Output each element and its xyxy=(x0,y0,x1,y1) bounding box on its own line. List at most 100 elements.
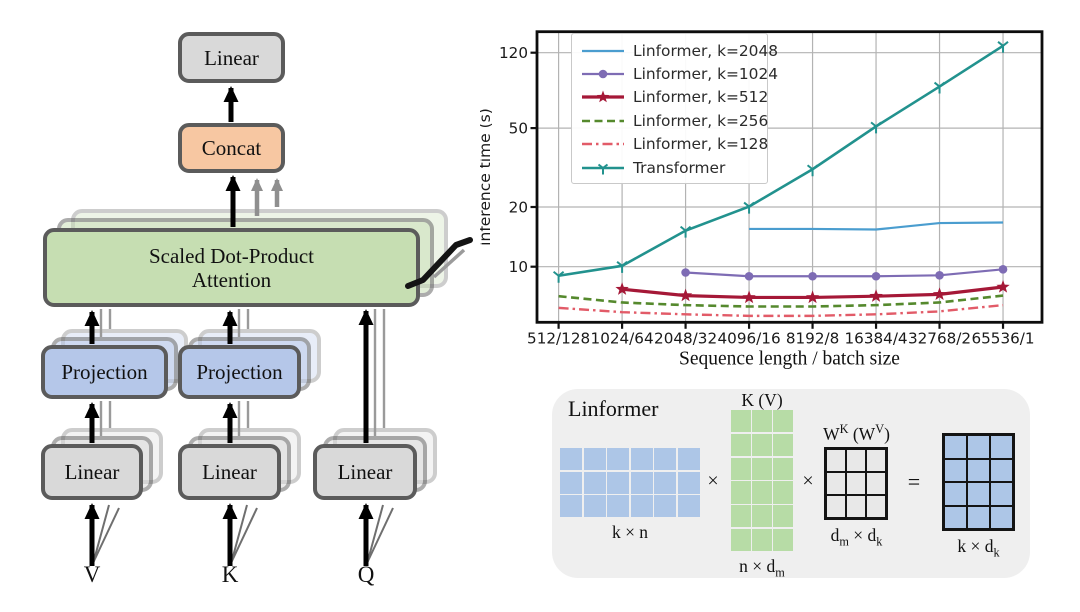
matrix-cell xyxy=(752,481,772,504)
matrix-cell xyxy=(654,471,677,494)
linear-q-box: Linear xyxy=(313,444,417,500)
concat-label: Concat xyxy=(201,136,262,160)
tri-down-marker xyxy=(679,225,692,238)
matrix-cell xyxy=(731,505,751,528)
star-marker xyxy=(805,290,820,304)
matrix-cell xyxy=(967,458,990,482)
matrix-cell xyxy=(846,495,866,518)
legend-tri-down-marker xyxy=(597,163,609,175)
multihead-attention-diagram: Linear Concat Scaled Dot-Product Attenti… xyxy=(41,32,473,587)
matrix-cell xyxy=(773,505,793,528)
linear-q-label: Linear xyxy=(337,460,393,484)
linformer-panel-title: Linformer xyxy=(568,396,659,421)
matrix-k-dk xyxy=(942,433,1015,531)
input-v-label: V xyxy=(83,562,101,587)
circle-marker xyxy=(681,268,690,277)
x-tick-label: 16384/4 xyxy=(845,329,908,347)
legend-swatch xyxy=(582,143,624,146)
series-line xyxy=(749,221,1004,231)
legend-label: Linformer, k=256 xyxy=(633,111,769,130)
attention-label-line2: Attention xyxy=(191,267,272,292)
matrix-cell xyxy=(944,482,967,506)
x-tick-label: 8192/8 xyxy=(786,329,839,347)
series-line xyxy=(558,303,1004,318)
linformer-matmul-panel: Linformer k × n K (V) n × dm WK (WV) dm … xyxy=(552,389,1030,580)
matrix-cell xyxy=(773,481,793,504)
matrix-cell xyxy=(731,457,751,480)
projection-k-label: Projection xyxy=(196,360,283,384)
matrix-cell xyxy=(607,448,630,470)
x-tick-label: 2048/32 xyxy=(654,329,717,347)
legend-swatch xyxy=(582,49,624,52)
matrix-cell xyxy=(967,482,990,506)
matrix-cell xyxy=(583,471,606,494)
star-marker xyxy=(932,287,947,301)
matrix-cell xyxy=(990,435,1013,459)
legend-swatch xyxy=(582,90,624,103)
matrix-cell xyxy=(731,481,751,504)
matrix-n-dm-dims: n × dm xyxy=(739,556,785,580)
matrix-cell xyxy=(990,458,1013,482)
matrix-cell xyxy=(654,448,677,470)
star-marker xyxy=(996,280,1010,293)
equals-operator: = xyxy=(907,469,921,494)
series-linformer-k-256 xyxy=(558,294,1004,308)
attention-box: Scaled Dot-Product Attention xyxy=(43,228,420,307)
matrix-cell xyxy=(752,410,772,433)
matrix-n-dm xyxy=(731,410,793,552)
series-linformer-k-1024 xyxy=(681,265,1008,281)
matrix-cell xyxy=(677,448,700,470)
multiply-operator-2: × xyxy=(802,470,814,492)
chart-legend: Linformer, k=2048 Linformer, k=1024 Linfor… xyxy=(571,33,778,185)
matrix-dm-dk-dims: dm × dk xyxy=(830,525,883,549)
matrix-cell xyxy=(677,495,700,518)
circle-marker xyxy=(871,271,881,281)
matrix-cell xyxy=(866,495,886,518)
x-tick-label: 4096/16 xyxy=(718,329,781,347)
matrix-cell xyxy=(866,449,886,472)
linear-k-label: Linear xyxy=(202,460,257,484)
matrix-cell xyxy=(752,457,772,480)
tri-down-marker xyxy=(933,81,946,94)
legend-label: Linformer, k=512 xyxy=(633,88,769,107)
matrix-cell xyxy=(731,410,751,433)
series-linformer-k-2048 xyxy=(749,221,1004,231)
star-marker xyxy=(869,289,883,302)
x-tick-label: 32768/2 xyxy=(908,329,971,347)
matrix-cell xyxy=(583,495,606,518)
circle-marker xyxy=(998,265,1008,274)
matrix-cell xyxy=(846,472,866,495)
x-tick-label: 65536/1 xyxy=(971,329,1034,347)
matrix-cell xyxy=(607,471,630,494)
matrix-cell xyxy=(607,495,630,518)
legend-item: Linformer, k=1024 xyxy=(580,62,778,85)
matrix-cell xyxy=(967,435,990,459)
legend-label: Transformer xyxy=(633,158,726,177)
matrix-cell xyxy=(773,410,793,433)
matrix-cell xyxy=(654,495,677,518)
legend-swatch xyxy=(582,69,624,79)
matrix-k-dk-dims: k × dk xyxy=(957,536,1000,560)
matrix-cell xyxy=(560,448,582,470)
matrix-cell xyxy=(630,495,653,518)
legend-item: Linformer, k=128 xyxy=(580,133,768,156)
tri-down-marker xyxy=(743,201,755,214)
matrix-cell xyxy=(773,433,793,456)
legend-item: Linformer, k=2048 xyxy=(580,39,778,62)
matrix-cell xyxy=(752,505,772,528)
matrix-cell xyxy=(560,495,582,518)
input-k-label: K xyxy=(221,562,239,587)
matrix-dm-dk-title: WK (WV) xyxy=(823,422,890,444)
legend-label: Linformer, k=128 xyxy=(633,135,769,154)
series-line xyxy=(685,268,1004,278)
matrix-cell xyxy=(967,505,990,529)
matrix-cell xyxy=(826,449,846,472)
star-marker xyxy=(678,288,693,302)
tri-down-marker xyxy=(997,41,1009,53)
circle-marker xyxy=(808,271,817,281)
matrix-cell xyxy=(826,472,846,495)
x-tick-label: 1024/64 xyxy=(591,329,654,347)
matrix-cell xyxy=(630,448,653,470)
multiply-operator-1: × xyxy=(707,470,719,492)
